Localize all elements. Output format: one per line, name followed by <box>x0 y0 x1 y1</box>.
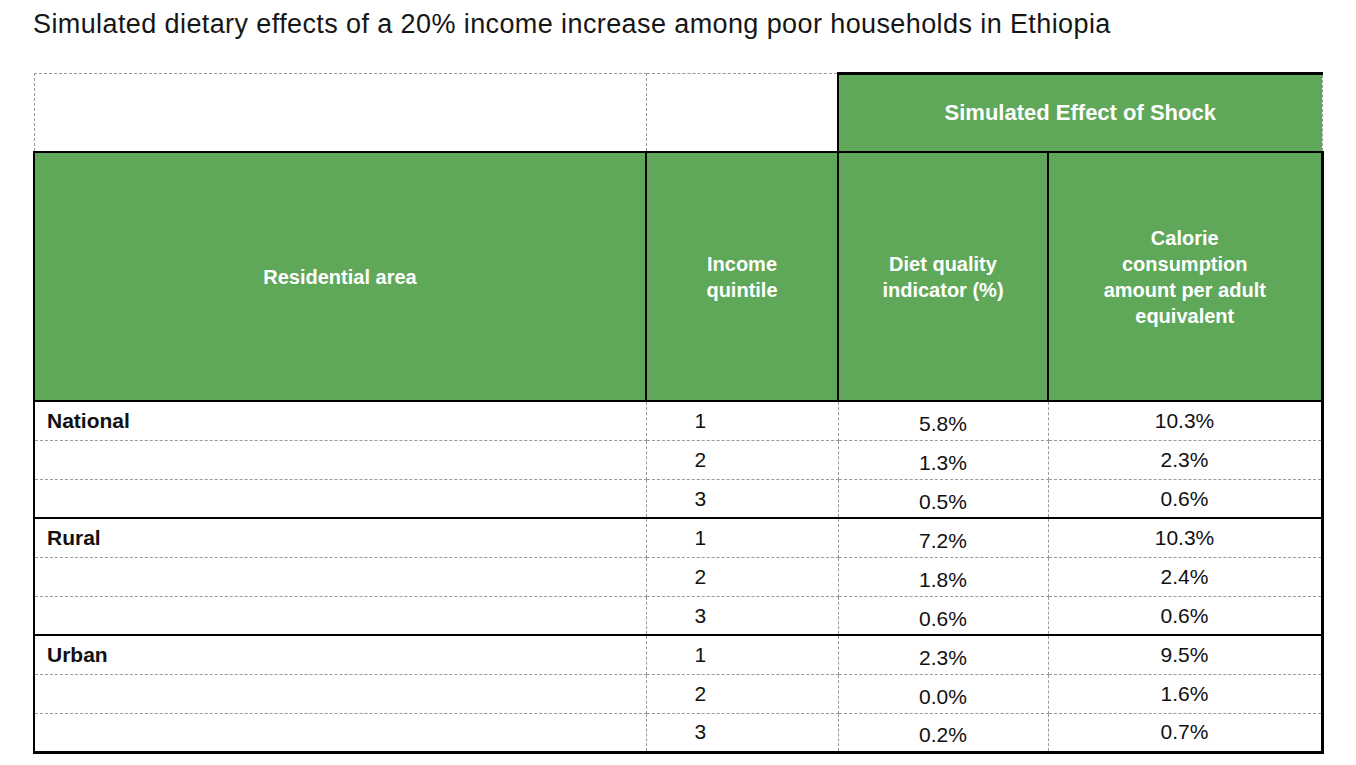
cell-calorie: 10.3% <box>1048 401 1322 440</box>
table-row: Urban 1 2.3% 9.5% <box>34 635 1322 674</box>
cell-diet-quality-value: 0.0% <box>919 685 967 708</box>
cell-diet-quality-value: 2.3% <box>919 646 967 669</box>
cell-diet-quality: 2.3% <box>838 635 1048 674</box>
header-income-quintile: Income quintile <box>646 152 838 401</box>
cell-diet-quality-value: 1.3% <box>919 451 967 474</box>
table-row: 3 0.5% 0.6% <box>34 479 1322 518</box>
cell-area <box>34 557 646 596</box>
cell-diet-quality: 0.0% <box>838 674 1048 713</box>
cell-quintile: 3 <box>646 713 838 752</box>
cell-quintile: 3 <box>646 596 838 635</box>
cell-diet-quality: 1.8% <box>838 557 1048 596</box>
cell-calorie: 2.3% <box>1048 440 1322 479</box>
cell-area <box>34 440 646 479</box>
blank-cell <box>646 73 838 152</box>
cell-quintile: 1 <box>646 401 838 440</box>
cell-area: Urban <box>34 635 646 674</box>
header-diet-quality-label: Diet quality indicator (%) <box>866 251 1021 303</box>
cell-calorie: 0.6% <box>1048 596 1322 635</box>
table-row: 2 0.0% 1.6% <box>34 674 1322 713</box>
cell-diet-quality-value: 0.6% <box>919 607 967 630</box>
simulation-table: Simulated Effect of Shock Residential ar… <box>33 72 1324 754</box>
cell-diet-quality-value: 7.2% <box>919 529 967 552</box>
cell-diet-quality: 7.2% <box>838 518 1048 557</box>
cell-diet-quality: 0.2% <box>838 713 1048 752</box>
cell-calorie: 0.7% <box>1048 713 1322 752</box>
header-calorie-label: Calorie consumption amount per adult equ… <box>1087 225 1282 329</box>
cell-diet-quality-value: 0.2% <box>919 723 967 746</box>
blank-cell <box>34 73 646 152</box>
cell-diet-quality: 1.3% <box>838 440 1048 479</box>
header-income-quintile-label: Income quintile <box>687 251 797 303</box>
cell-calorie: 2.4% <box>1048 557 1322 596</box>
table-row: 2 1.8% 2.4% <box>34 557 1322 596</box>
table-row: 2 1.3% 2.3% <box>34 440 1322 479</box>
table-row: National 1 5.8% 10.3% <box>34 401 1322 440</box>
cell-diet-quality-value: 5.8% <box>919 412 967 435</box>
table-row: Rural 1 7.2% 10.3% <box>34 518 1322 557</box>
page-title: Simulated dietary effects of a 20% incom… <box>33 8 1356 42</box>
header-residential-area: Residential area <box>34 152 646 401</box>
cell-diet-quality: 0.5% <box>838 479 1048 518</box>
page: { "title": "Simulated dietary effects of… <box>0 0 1356 765</box>
table-row: 3 0.6% 0.6% <box>34 596 1322 635</box>
cell-diet-quality: 0.6% <box>838 596 1048 635</box>
cell-calorie: 0.6% <box>1048 479 1322 518</box>
cell-quintile: 2 <box>646 557 838 596</box>
cell-calorie: 10.3% <box>1048 518 1322 557</box>
cell-diet-quality-value: 1.8% <box>919 568 967 591</box>
cell-quintile: 1 <box>646 635 838 674</box>
cell-area <box>34 713 646 752</box>
cell-calorie: 9.5% <box>1048 635 1322 674</box>
spanner-row: Simulated Effect of Shock <box>34 73 1322 152</box>
header-diet-quality: Diet quality indicator (%) <box>838 152 1048 401</box>
column-header-row: Residential area Income quintile Diet qu… <box>34 152 1322 401</box>
cell-quintile: 3 <box>646 479 838 518</box>
header-calorie: Calorie consumption amount per adult equ… <box>1048 152 1322 401</box>
cell-quintile: 1 <box>646 518 838 557</box>
spanner-header: Simulated Effect of Shock <box>838 73 1322 152</box>
cell-area <box>34 674 646 713</box>
table-row: 3 0.2% 0.7% <box>34 713 1322 752</box>
cell-area: Rural <box>34 518 646 557</box>
cell-area <box>34 596 646 635</box>
cell-diet-quality: 5.8% <box>838 401 1048 440</box>
cell-quintile: 2 <box>646 674 838 713</box>
cell-quintile: 2 <box>646 440 838 479</box>
cell-area <box>34 479 646 518</box>
cell-diet-quality-value: 0.5% <box>919 490 967 513</box>
cell-calorie: 1.6% <box>1048 674 1322 713</box>
cell-area: National <box>34 401 646 440</box>
